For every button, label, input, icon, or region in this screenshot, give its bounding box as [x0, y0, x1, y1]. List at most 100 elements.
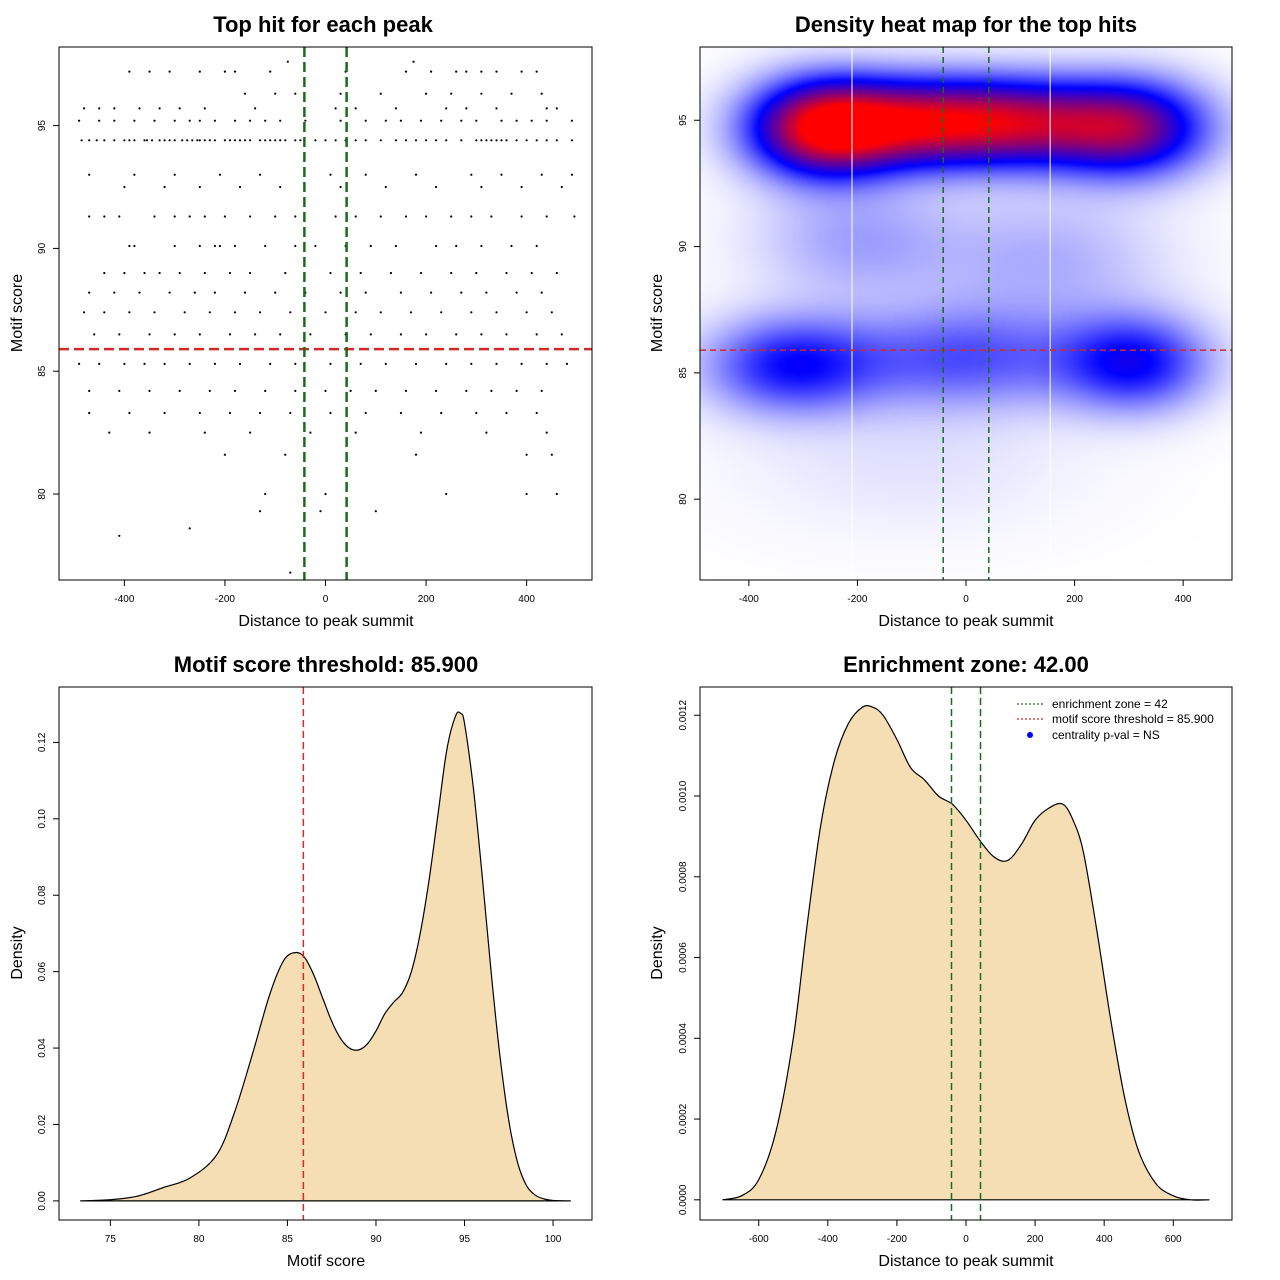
y-axis-label: Density: [649, 926, 666, 979]
scatter-point: [369, 244, 372, 248]
scatter-point: [264, 244, 267, 248]
scatter-point: [286, 60, 289, 63]
scatter-point: [294, 389, 297, 392]
legend-pval-dot: [1027, 732, 1033, 738]
scatter-point: [404, 139, 408, 142]
scatter-point: [379, 311, 382, 314]
scatter-point: [570, 139, 574, 142]
scatter-point: [545, 107, 548, 110]
scatter-point: [289, 311, 292, 314]
scatter-point: [339, 291, 342, 294]
y-axis-ticks: 0.0000 0.0002 0.0004 0.0006 0.0008 0.0010 0.00…: [678, 700, 700, 1215]
scatter-point: [364, 139, 367, 142]
scatter-point: [409, 311, 413, 314]
scatter-point: [133, 173, 136, 176]
scatter-point: [198, 244, 201, 248]
scatter-point: [359, 271, 362, 275]
scatter-point: [435, 244, 438, 248]
y-axis-ticks: 80 85 90 95: [678, 114, 700, 505]
scatter-point: [374, 510, 377, 513]
scatter-point: [480, 185, 483, 189]
scatter-point: [153, 119, 156, 122]
scatter-point: [379, 215, 382, 218]
scatter-point: [198, 119, 201, 122]
scatter-point: [228, 271, 232, 275]
x-axis-label: Motif score: [287, 1253, 365, 1270]
scatter-point: [138, 291, 141, 294]
scatter-point: [329, 362, 332, 365]
scatter-point: [435, 185, 438, 189]
scatter-point: [213, 119, 216, 122]
scatter-point: [419, 119, 423, 122]
scatter-point: [490, 389, 493, 392]
scatter-point: [118, 534, 121, 537]
scatter-point: [515, 119, 518, 122]
scatter-point: [412, 60, 415, 63]
scatter-point: [565, 362, 569, 365]
scatter-point: [573, 215, 576, 218]
scatter-point: [103, 139, 106, 142]
scatter-point: [430, 291, 433, 294]
scatter-point: [133, 244, 136, 248]
scatter-point: [550, 311, 553, 314]
scatter-point: [555, 107, 558, 110]
scatter-point: [223, 139, 226, 142]
scatter-point: [249, 431, 252, 434]
y-tick-label: 0.0010: [678, 780, 689, 811]
scatter-point: [384, 362, 387, 365]
scatter-point: [188, 362, 191, 365]
scatter-point: [128, 139, 131, 142]
scatter-point: [460, 119, 463, 122]
scatter-point: [364, 173, 367, 176]
x-tick-label: 400: [518, 594, 535, 605]
scatter-point: [88, 291, 91, 294]
scatter-point: [233, 139, 237, 142]
scatter-point: [435, 139, 438, 142]
plot-frame: [58, 46, 593, 581]
scatter-point: [460, 139, 463, 142]
x-tick-label: 90: [370, 1234, 382, 1245]
scatter-point: [379, 92, 382, 95]
scatter-point: [500, 119, 503, 122]
scatter-point: [123, 362, 126, 365]
scatter-point: [113, 291, 116, 294]
scatter-point: [470, 173, 473, 176]
scatter-point: [399, 291, 402, 294]
scatter-point: [485, 139, 488, 142]
scatter-point: [269, 362, 272, 365]
scatter-point: [133, 119, 136, 122]
scatter-point: [470, 362, 473, 365]
scatter-point: [445, 362, 448, 365]
scatter-point: [455, 333, 458, 336]
scatter-point: [445, 492, 448, 496]
scatter-point: [103, 271, 106, 275]
panel-density-heatmap: Density heat map for the top hits Distan…: [649, 12, 1233, 630]
scatter-point: [435, 389, 438, 392]
y-axis-ticks: 0.00 0.02 0.04 0.06 0.08 0.10 0.12: [37, 732, 59, 1211]
scatter-point: [550, 453, 553, 456]
y-tick-label: 0.06: [37, 961, 48, 981]
scatter-point: [555, 492, 558, 496]
scatter-point: [425, 92, 428, 95]
scatter-point: [445, 107, 448, 110]
scatter-point: [193, 291, 196, 294]
scatter-point: [319, 510, 322, 513]
scatter-point: [269, 139, 272, 142]
scatter-point: [213, 291, 216, 294]
panel-motif-score-density: Motif score threshold: 85.900 Motif scor…: [9, 652, 593, 1270]
heatmap-image: [700, 47, 1232, 580]
scatter-point: [354, 431, 357, 434]
plot-frame: [58, 686, 593, 1221]
scatter-point: [178, 107, 181, 110]
x-axis-ticks: -600 -400 -200 0 200 400 600: [749, 1220, 1182, 1245]
scatter-point: [440, 119, 443, 122]
scatter-point: [223, 453, 226, 456]
scatter-point: [249, 215, 252, 218]
scatter-point: [178, 271, 181, 275]
scatter-point: [329, 411, 332, 415]
scatter-point: [95, 139, 98, 142]
x-axis-label: Distance to peak summit: [878, 613, 1054, 630]
scatter-point: [254, 333, 257, 336]
scatter-point: [505, 271, 508, 275]
scatter-point: [510, 244, 513, 248]
